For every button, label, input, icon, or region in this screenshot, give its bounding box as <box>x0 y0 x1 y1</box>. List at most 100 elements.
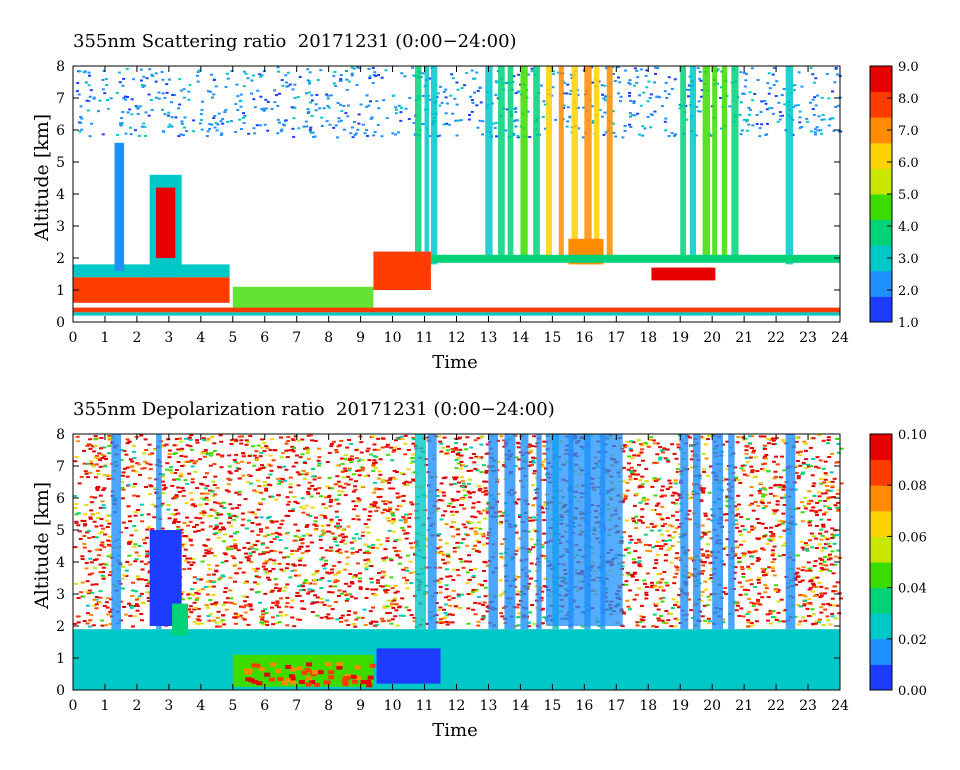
noise-cell <box>371 469 376 472</box>
noise-cell <box>336 595 341 598</box>
noise-cell <box>667 534 672 537</box>
noise-cell <box>473 567 478 570</box>
noise-cell <box>444 88 448 91</box>
noise-cell <box>809 465 814 468</box>
noise-cell <box>455 568 460 571</box>
noise-cell <box>819 538 824 541</box>
noise-cell <box>166 438 171 441</box>
noise-cell <box>223 587 228 590</box>
noise-cell <box>131 485 136 488</box>
colorbar-tick-label: 2.0 <box>898 284 919 299</box>
noise-cell <box>677 494 682 497</box>
noise-cell <box>677 556 682 559</box>
noise-cell <box>775 463 780 466</box>
noise-cell <box>485 510 490 513</box>
noise-cell <box>771 509 776 512</box>
noise-cell <box>356 66 360 69</box>
noise-cell <box>770 615 775 618</box>
noise-cell <box>459 560 464 563</box>
noise-cell <box>275 536 280 539</box>
noise-cell <box>192 621 197 624</box>
noise-cell <box>411 438 416 441</box>
noise-cell <box>442 494 447 497</box>
noise-cell <box>233 616 238 619</box>
noise-cell <box>755 598 760 601</box>
noise-cell <box>348 457 353 460</box>
noise-cell <box>190 588 195 591</box>
noise-cell <box>166 508 171 511</box>
noise-cell <box>160 480 165 483</box>
noise-cell <box>261 552 266 555</box>
noise-cell <box>805 117 809 120</box>
noise-cell <box>351 473 356 476</box>
noise-cell <box>597 625 602 628</box>
noise-cell <box>326 94 330 97</box>
noise-cell <box>826 558 831 561</box>
noise-cell <box>365 550 370 553</box>
noise-cell <box>228 517 233 520</box>
noise-cell <box>774 455 779 458</box>
noise-cell <box>278 436 283 439</box>
noise-cell <box>242 618 247 621</box>
noise-cell <box>368 505 373 508</box>
noise-cell <box>375 100 379 103</box>
noise-cell <box>176 512 181 515</box>
noise-cell <box>772 84 776 87</box>
noise-cell <box>125 67 129 70</box>
noise-cell <box>279 597 284 600</box>
noise-cell <box>393 439 398 442</box>
noise-cell <box>699 79 703 82</box>
noise-cell <box>492 122 496 125</box>
noise-cell <box>793 84 797 87</box>
noise-cell <box>438 440 443 443</box>
noise-cell <box>337 519 342 522</box>
noise-cell <box>392 520 397 523</box>
noise-cell <box>438 546 443 549</box>
noise-cell <box>300 600 305 603</box>
noise-cell <box>643 127 647 130</box>
noise-cell <box>741 92 745 95</box>
noise-cell <box>659 449 664 452</box>
noise-cell <box>247 519 252 522</box>
noise-cell <box>201 514 206 517</box>
noise-cell <box>290 553 295 556</box>
noise-cell <box>80 128 84 131</box>
noise-cell <box>180 543 185 546</box>
noise-cell <box>724 546 729 549</box>
noise-cell <box>319 514 324 517</box>
noise-cell <box>101 78 105 81</box>
noise-cell <box>744 445 749 448</box>
noise-cell <box>499 521 504 524</box>
noise-cell <box>244 552 249 555</box>
noise-cell <box>267 515 272 518</box>
noise-cell <box>304 446 309 449</box>
noise-cell <box>652 461 657 464</box>
noise-cell <box>100 619 105 622</box>
noise-cell <box>292 569 297 572</box>
noise-cell <box>82 546 87 549</box>
noise-cell <box>455 499 460 502</box>
noise-cell <box>767 538 772 541</box>
noise-cell <box>798 594 803 597</box>
noise-cell <box>833 81 837 84</box>
noise-cell <box>703 619 708 622</box>
noise-cell <box>121 110 125 113</box>
noise-cell <box>760 522 765 525</box>
noise-cell <box>629 115 633 118</box>
noise-cell <box>807 490 812 493</box>
noise-cell <box>167 517 172 520</box>
noise-cell <box>828 623 833 626</box>
noise-cell <box>344 599 349 602</box>
noise-cell <box>654 602 659 605</box>
noise-cell <box>140 467 145 470</box>
noise-cell <box>701 569 706 572</box>
colorbar-tick-label: 6.0 <box>898 156 919 171</box>
noise-cell <box>777 523 782 526</box>
noise-cell <box>632 572 637 575</box>
noise-cell <box>658 597 663 600</box>
noise-cell <box>181 495 186 498</box>
noise-cell <box>747 597 752 600</box>
noise-cell <box>753 92 757 95</box>
noise-cell <box>767 612 772 615</box>
noise-cell <box>773 484 778 487</box>
